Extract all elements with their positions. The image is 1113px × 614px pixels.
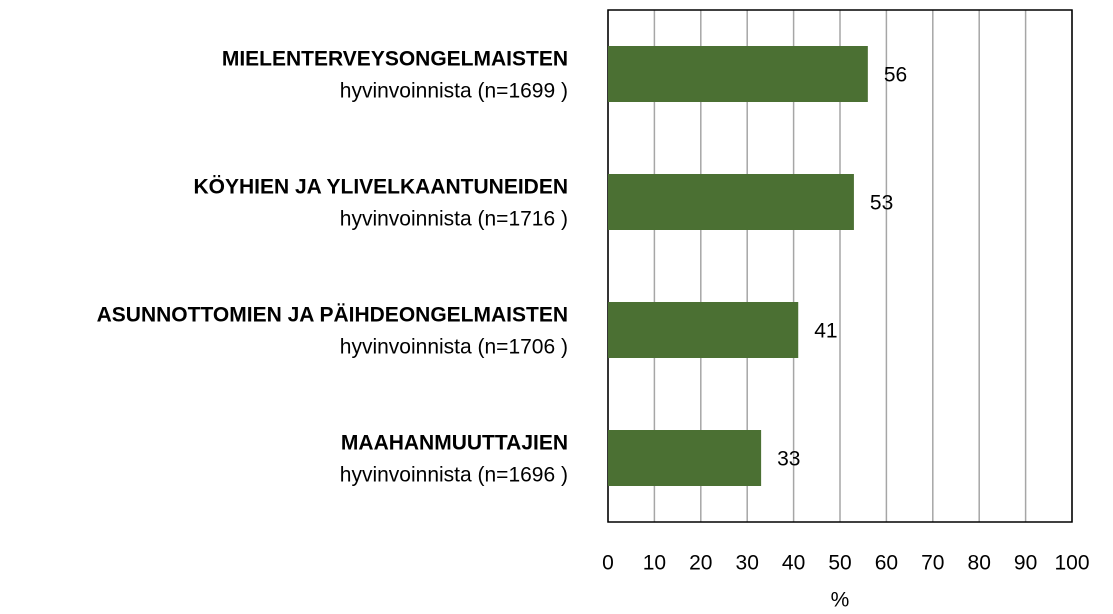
value-label: 33	[777, 448, 800, 471]
category-label: hyvinvoinnista (n=1699 )	[340, 80, 568, 103]
category-label: hyvinvoinnista (n=1706 )	[340, 336, 568, 359]
x-tick-label: 100	[1054, 552, 1089, 575]
category-label-bold: ASUNNOTTOMIEN JA PÄIHDEONGELMAISTEN	[97, 304, 568, 327]
x-tick-label: 80	[968, 552, 991, 575]
bar	[608, 430, 762, 486]
x-tick-label: 0	[602, 552, 614, 575]
value-label: 53	[870, 192, 893, 215]
bar	[608, 46, 868, 102]
bar	[608, 174, 854, 230]
x-tick-label: 50	[828, 552, 851, 575]
category-label-bold: KÖYHIEN JA YLIVELKAANTUNEIDEN	[193, 176, 568, 199]
x-tick-label: 90	[1014, 552, 1037, 575]
category-label: hyvinvoinnista (n=1716 )	[340, 208, 568, 231]
x-tick-label: 70	[921, 552, 944, 575]
x-tick-label: 20	[689, 552, 712, 575]
value-label: 56	[884, 64, 907, 87]
plot-frame	[607, 9, 1073, 523]
x-tick-label: 10	[643, 552, 666, 575]
x-tick-label: 30	[736, 552, 759, 575]
category-label: hyvinvoinnista (n=1696 )	[340, 464, 568, 487]
category-label-bold: MIELENTERVEYSONGELMAISTEN	[222, 48, 568, 71]
category-label-bold: MAAHANMUUTTAJIEN	[341, 432, 568, 455]
bar	[608, 302, 799, 358]
x-tick-label: 60	[875, 552, 898, 575]
x-tick-label: 40	[782, 552, 805, 575]
value-label: 41	[814, 320, 837, 343]
x-axis-label: %	[831, 589, 850, 612]
